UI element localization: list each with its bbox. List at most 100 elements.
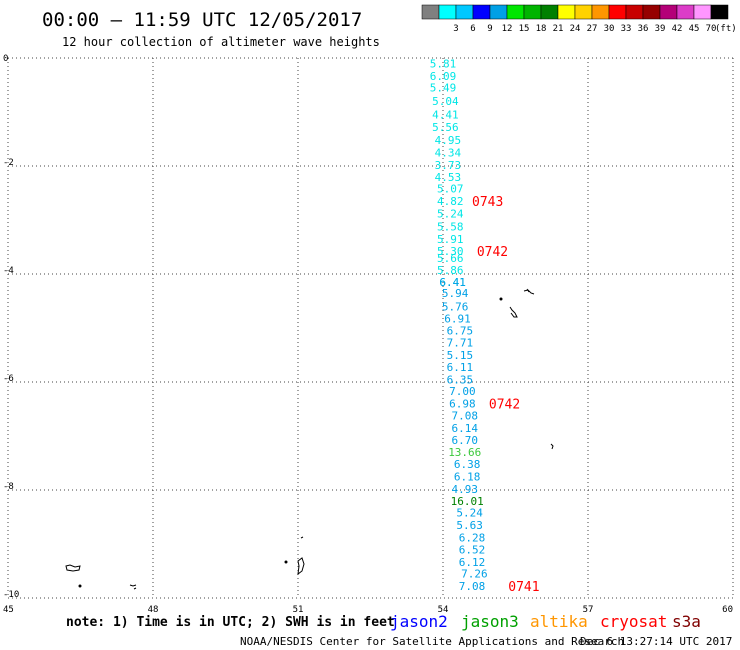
colorbar-swatch xyxy=(421,4,440,20)
wave-height-point: 6.91 xyxy=(444,312,471,325)
island-outline xyxy=(509,306,518,318)
colorbar-swatch xyxy=(642,4,661,20)
colorbar-swatch xyxy=(472,4,491,20)
wave-height-point: 6.98 xyxy=(449,398,476,411)
colorbar-swatch xyxy=(608,4,627,20)
island-dot xyxy=(499,297,503,301)
colorbar-tick-label: 39 xyxy=(655,24,666,34)
colorbar-tick-label: 21 xyxy=(553,24,564,34)
colorbar-unit: (ft) xyxy=(715,24,737,34)
colorbar-legend: 3 6 9 12 15 18 21 24 27 30 33 36 39 42 45 70(ft) xyxy=(421,4,737,34)
wave-height-point: 6.38 xyxy=(454,458,481,471)
colorbar-tick-label: 33 xyxy=(621,24,632,34)
y-axis-ticks: 0 -2 -4 -6 -8 -10 xyxy=(3,54,19,600)
colorbar-swatch xyxy=(591,4,610,20)
wave-height-point: 13.66 xyxy=(448,446,481,459)
x-tick-label: 57 xyxy=(583,605,594,615)
island-outline xyxy=(129,584,137,590)
y-tick-label: -2 xyxy=(3,158,14,168)
x-tick-label: 48 xyxy=(148,605,159,615)
wave-height-point: 5.76 xyxy=(442,300,469,313)
island-outline xyxy=(550,443,554,450)
wave-height-point: 5.58 xyxy=(437,220,464,233)
colorbar-tick-label: 9 xyxy=(487,24,492,34)
wave-height-point: 6.11 xyxy=(447,361,474,374)
legend-item-altika: altika xyxy=(530,612,588,631)
wave-height-point: 6.35 xyxy=(447,373,474,386)
pass-time-label: 0743 xyxy=(472,195,503,210)
wave-height-point: 5.81 xyxy=(430,57,457,70)
wave-height-point: 5.94 xyxy=(442,287,469,300)
colorbar-swatch xyxy=(540,4,559,20)
colorbar-tick-label: 15 xyxy=(519,24,530,34)
wave-height-point: 4.95 xyxy=(435,134,462,147)
wave-height-point: 4.41 xyxy=(432,109,459,122)
colorbar-tick-label: 30 xyxy=(604,24,615,34)
colorbar-swatch xyxy=(676,4,695,20)
colorbar-tick-label: 24 xyxy=(570,24,581,34)
wave-height-point: 4.34 xyxy=(435,147,462,160)
colorbar-swatch xyxy=(438,4,457,20)
pass-time-label: 0742 xyxy=(489,398,520,413)
colorbar-tick-label: 42 xyxy=(672,24,683,34)
y-tick-label: -4 xyxy=(3,266,14,276)
map-grid xyxy=(7,57,734,599)
colorbar-swatch xyxy=(625,4,644,20)
wave-height-point: 5.86 xyxy=(437,264,464,277)
y-tick-label: -10 xyxy=(3,590,19,600)
wave-height-point: 7.71 xyxy=(447,337,474,350)
wave-height-point: 6.52 xyxy=(459,543,486,556)
colorbar-tick-label: 70 xyxy=(706,24,717,34)
wave-height-point: 7.00 xyxy=(449,385,476,398)
wave-height-point: 5.15 xyxy=(447,349,474,362)
footer-credit: NOAA/NESDIS Center for Satellite Applica… xyxy=(240,635,624,648)
wave-height-point: 5.24 xyxy=(437,208,464,221)
wave-height-point: 6.09 xyxy=(430,70,457,83)
x-tick-label: 54 xyxy=(438,605,449,615)
colorbar-swatch xyxy=(710,4,729,20)
x-tick-label: 45 xyxy=(3,605,14,615)
island-outline xyxy=(300,536,304,539)
colorbar-tick-label: 27 xyxy=(587,24,598,34)
wave-height-point: 4.53 xyxy=(435,171,462,184)
wave-height-point: 7.26 xyxy=(461,568,488,581)
wave-height-point: 5.04 xyxy=(432,95,459,108)
time-annotations: 0743 0742 0742 0741 xyxy=(472,195,540,595)
wave-height-point: 5.07 xyxy=(437,183,464,196)
colorbar-swatch xyxy=(455,4,474,20)
wave-height-point: 6.14 xyxy=(452,422,479,435)
island-dot xyxy=(78,584,82,588)
y-tick-label: -6 xyxy=(3,374,14,384)
colorbar-tick-label: 6 xyxy=(470,24,475,34)
colorbar-swatch xyxy=(557,4,576,20)
colorbar-tick-label: 45 xyxy=(689,24,700,34)
colorbar-swatch xyxy=(574,4,593,20)
island-dot xyxy=(284,560,288,564)
pass-time-label: 0742 xyxy=(477,245,508,260)
y-tick-label: 0 xyxy=(3,54,8,64)
pass-time-label: 0741 xyxy=(508,580,539,595)
wave-height-point: 6.28 xyxy=(459,532,486,545)
wave-height-point: 4.82 xyxy=(437,195,464,208)
colorbar-swatch xyxy=(693,4,712,20)
island-outline xyxy=(523,288,535,295)
colorbar-tick-label: 3 xyxy=(453,24,458,34)
legend-item-jason2: jason2 xyxy=(390,612,448,631)
wave-height-point: 5.91 xyxy=(437,233,464,246)
wave-height-point: 5.24 xyxy=(456,507,483,520)
wave-height-point: 16.01 xyxy=(451,495,484,508)
wave-height-point: 5.30 xyxy=(437,245,464,258)
y-tick-label: -8 xyxy=(3,482,14,492)
colorbar-swatch xyxy=(489,4,508,20)
colorbar-swatch xyxy=(506,4,525,20)
chart-subtitle: 12 hour collection of altimeter wave hei… xyxy=(62,35,380,49)
wave-height-point: 6.41 xyxy=(439,276,466,289)
x-axis-ticks: 45 48 51 54 57 60 xyxy=(3,605,733,615)
colorbar-tick-label: 12 xyxy=(502,24,513,34)
colorbar-swatch xyxy=(659,4,678,20)
wave-height-point: 5.56 xyxy=(432,121,459,134)
wave-height-point: 6.12 xyxy=(459,556,486,569)
wave-height-point: 5.63 xyxy=(456,519,483,532)
